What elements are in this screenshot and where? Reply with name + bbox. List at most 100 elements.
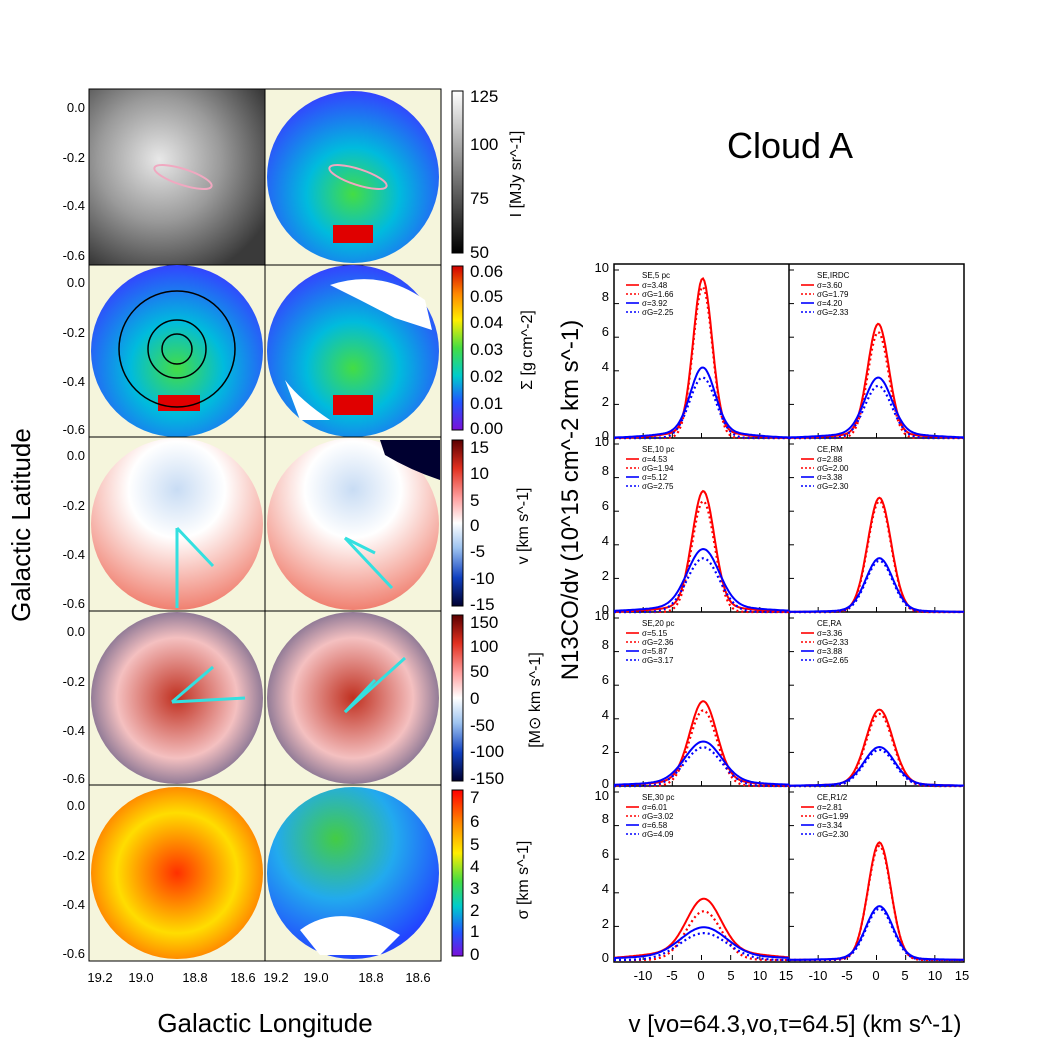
legend-label: σG=3.02 — [642, 812, 674, 821]
colorbar-tick: 0.05 — [470, 287, 503, 306]
colorbar-strip — [451, 614, 464, 782]
colorbar-intensity: 125 100 75 50 I [MJy sr^-1] — [451, 87, 525, 262]
colorbar-tick: 100 — [470, 637, 498, 656]
colorbar-strip — [451, 265, 464, 431]
map-xtick: 18.6 — [405, 970, 430, 985]
spectra-ytick: 0 — [602, 950, 609, 965]
colorbar-dispersion: 7 6 5 4 3 2 1 0 σ [km s^-1] — [451, 788, 532, 964]
colorbar-tick: 4 — [470, 857, 479, 876]
colorbar-tick: 7 — [470, 788, 479, 807]
map-xtick: 18.8 — [182, 970, 207, 985]
colorbar-tick: -10 — [470, 569, 495, 588]
colorbar-tick: -150 — [470, 769, 504, 788]
map-ytick: -0.4 — [63, 547, 85, 562]
spectrum-panel-title: SE,10 pc — [642, 445, 674, 454]
map-dark-blob — [380, 440, 440, 480]
spectra-ytick: 10 — [595, 788, 609, 803]
spectra-xtick: 15 — [955, 968, 969, 983]
spectrum-panel-title: SE,20 pc — [642, 619, 674, 628]
spectra-xtick: 10 — [753, 968, 767, 983]
colorbar-tick: 0 — [470, 689, 479, 708]
map-xtick: 18.8 — [358, 970, 383, 985]
legend-label: σ=3.88 — [817, 647, 843, 656]
map-hotspot — [333, 225, 373, 243]
map-ytick: -0.6 — [63, 422, 85, 437]
map-blank-area — [330, 279, 432, 330]
spectrum-line — [614, 740, 790, 786]
colorbar-tick: 125 — [470, 87, 498, 106]
map-ytick: -0.4 — [63, 198, 85, 213]
colorbar-tick: 50 — [470, 662, 489, 681]
spectrum-line — [614, 499, 789, 614]
map-xticks: 19.2 19.0 18.8 18.6 19.2 19.0 18.8 18.6 — [87, 970, 430, 985]
spectrum-line — [613, 897, 790, 959]
spectrum-line — [789, 330, 964, 440]
spectra-ytick: 2 — [602, 568, 609, 583]
spectrum-line — [789, 905, 965, 961]
spectra-ytick: 10 — [595, 434, 609, 449]
map-velocity-disk — [91, 438, 263, 610]
spectra-xticks: -10 -5 0 5 10 15 -10 -5 0 5 10 15 — [634, 968, 970, 983]
right-ylabel: N13CO/dv (10^15 cm^-2 km s^-1) — [557, 320, 584, 681]
spectra-grid: 0 2 4 6 8 10 0 2 4 6 8 10 0 2 4 6 8 10 0… — [595, 260, 970, 983]
left-xlabel: Galactic Longitude — [157, 1008, 372, 1038]
spectrum-panel-title: SE,IRDC — [817, 271, 850, 280]
map-row-2 — [88, 264, 442, 438]
spectra-xtick: 10 — [928, 968, 942, 983]
legend-label: σ=2.81 — [817, 803, 843, 812]
map-velocity-disk — [267, 438, 439, 610]
colorbar-tick: 10 — [470, 464, 489, 483]
colorbars: 125 100 75 50 I [MJy sr^-1] 0.06 0.05 0.… — [451, 87, 544, 964]
colorbar-tick: 15 — [470, 438, 489, 457]
legend-label: σ=4.53 — [642, 455, 668, 464]
spectra-xtick: 0 — [872, 968, 879, 983]
gradient-arrow — [171, 696, 246, 704]
legend-label: σG=2.36 — [642, 638, 674, 647]
colorbar-tick: 0.00 — [470, 419, 503, 438]
colorbar-tick: 3 — [470, 879, 479, 898]
legend-label: σG=1.66 — [642, 290, 674, 299]
map-ytick: -0.6 — [63, 248, 85, 263]
spectrum-line — [614, 746, 789, 788]
colorbar-tick: 150 — [470, 613, 498, 632]
map-xtick: 19.0 — [303, 970, 328, 985]
spectrum-line — [614, 376, 789, 440]
colorbar-tick: 0.01 — [470, 394, 503, 413]
spectrum-line — [789, 841, 964, 961]
spectra-xtick: -5 — [666, 968, 678, 983]
spectra-xtick: 5 — [901, 968, 908, 983]
legend-label: σ=3.34 — [817, 821, 843, 830]
legend-label: σ=5.15 — [642, 629, 668, 638]
spectrum-line — [614, 557, 789, 614]
spectrum-panel-title: CE,RM — [817, 445, 843, 454]
spectrum-line — [614, 926, 790, 959]
map-ytick: -0.6 — [63, 771, 85, 786]
map-ytick: 0.0 — [67, 100, 85, 115]
legend-label: σ=3.48 — [642, 281, 668, 290]
spectra-ytick: 10 — [595, 608, 609, 623]
legend-label: σG=4.09 — [642, 830, 674, 839]
spectrum-line — [788, 322, 964, 439]
map-ytick: 0.0 — [67, 448, 85, 463]
colorbar-label: I [MJy sr^-1] — [508, 131, 525, 218]
spectra-xtick: 0 — [697, 968, 704, 983]
legend-label: σ=2.88 — [817, 455, 843, 464]
colorbar-strip — [451, 789, 464, 957]
spectra-ytick: 0 — [602, 602, 609, 617]
legend-label: σG=2.25 — [642, 308, 674, 317]
spectra-xtick: -10 — [809, 968, 828, 983]
spectrum-panel-title: CE,RA — [817, 619, 842, 628]
map-ytick: -0.2 — [63, 848, 85, 863]
legend-label: σ=6.01 — [642, 803, 668, 812]
map-dispersion-disk — [91, 787, 263, 959]
map-grid — [88, 88, 442, 962]
colorbar-surface-density: 0.06 0.05 0.04 0.03 0.02 0.01 0.00 Σ [g … — [451, 262, 536, 438]
legend-label: σG=1.99 — [817, 812, 849, 821]
spectra-ytick: 8 — [602, 463, 609, 478]
